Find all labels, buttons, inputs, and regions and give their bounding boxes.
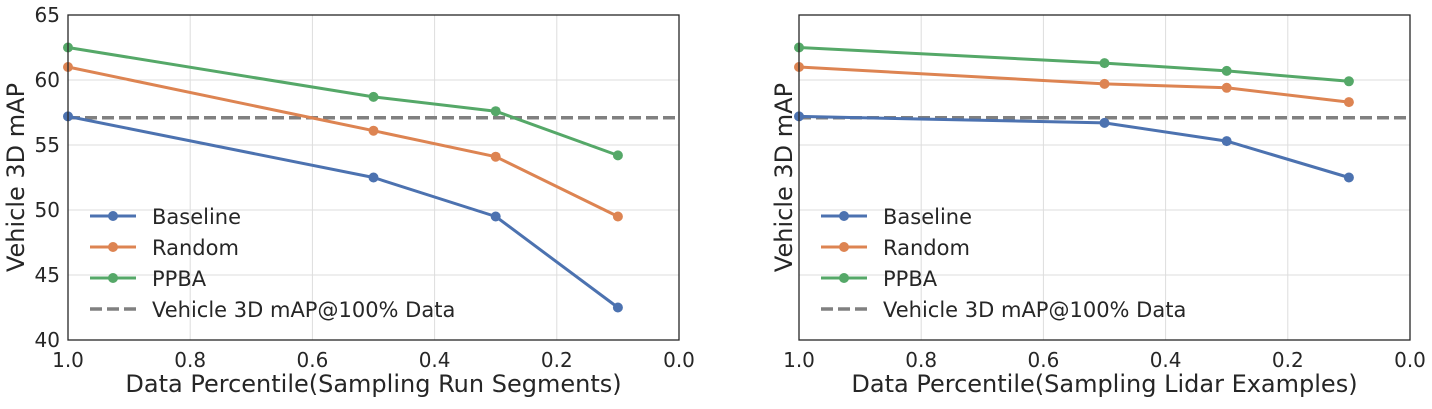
right-x-tick-label: 1.0 — [783, 348, 815, 372]
right-point-baseline — [1343, 172, 1354, 183]
left-point-ppba — [368, 91, 379, 102]
left-y-tick-label: 40 — [35, 328, 60, 352]
right-legend-marker-baseline — [839, 211, 849, 221]
left-point-random — [490, 151, 501, 162]
left-x-tick-label: 0.8 — [174, 348, 206, 372]
left-point-baseline — [612, 302, 623, 313]
right-point-random — [1343, 97, 1354, 108]
right-series-line-ppba — [798, 46, 1350, 83]
right-x-tick-label: 0.6 — [1027, 348, 1059, 372]
left-y-tick-label: 65 — [35, 3, 60, 27]
right-legend-label: Random — [883, 236, 970, 260]
right-x-tick-label: 0.8 — [905, 348, 937, 372]
left-x-tick-label: 1.0 — [52, 348, 84, 372]
left-x-tick-label: 0.2 — [541, 348, 573, 372]
right-x-axis-label: Data Percentile(Sampling Lidar Examples) — [851, 370, 1357, 398]
right-point-random — [1099, 78, 1110, 89]
left-y-tick-label: 55 — [35, 133, 60, 157]
left-y-tick-label: 45 — [35, 263, 60, 287]
left-point-ppba — [612, 150, 623, 161]
left-point-baseline — [368, 172, 379, 183]
right-chart-panel: 1.0 0.8 0.6 0.4 0.2 0.0 Data Percentile(Sampli… — [770, 14, 1426, 398]
right-axes-frame — [798, 14, 1411, 341]
left-legend-label: Baseline — [152, 205, 241, 229]
left-legend: Baseline Random PPBA Vehicle 3D mAP@100% Da… — [90, 205, 455, 322]
right-point-ppba — [1099, 58, 1110, 69]
left-y-tick-label: 50 — [35, 198, 60, 222]
left-y-axis-label: Vehicle 3D mAP — [2, 83, 30, 272]
left-point-random — [612, 211, 623, 222]
right-legend-label: PPBA — [883, 267, 938, 291]
right-legend-marker-random — [839, 242, 849, 252]
left-x-tick-label: 0.4 — [419, 348, 451, 372]
left-y-tick-label: 60 — [35, 68, 60, 92]
right-legend-marker-ppba — [839, 273, 849, 283]
left-series-line-random — [67, 65, 619, 218]
right-x-tick-label: 0.0 — [1394, 348, 1426, 372]
left-x-tick-label: 0.6 — [296, 348, 328, 372]
left-series-line-ppba — [67, 46, 619, 157]
right-series-line-baseline — [798, 114, 1350, 179]
left-legend-label: Vehicle 3D mAP@100% Data — [152, 298, 455, 322]
left-legend-marker-ppba — [108, 273, 118, 283]
right-point-ppba — [1343, 76, 1354, 87]
left-legend-label: PPBA — [152, 267, 207, 291]
left-legend-marker-random — [108, 242, 118, 252]
left-series-line-baseline — [67, 114, 619, 309]
left-chart-panel: 1.0 0.8 0.6 0.4 0.2 0.0 40 45 50 55 60 65 Data Perce… — [2, 3, 695, 398]
right-series-line-random — [798, 65, 1350, 104]
left-x-tick-label: 0.0 — [663, 348, 695, 372]
right-x-tick-label: 0.4 — [1150, 348, 1182, 372]
right-point-baseline — [1221, 136, 1232, 147]
left-axes-frame — [67, 14, 680, 341]
left-x-axis-label: Data Percentile(Sampling Run Segments) — [125, 370, 621, 398]
left-point-random — [368, 125, 379, 136]
left-legend-label: Random — [152, 236, 239, 260]
right-legend: Baseline Random PPBA Vehicle 3D mAP@100% Da… — [821, 205, 1186, 322]
right-point-ppba — [1221, 65, 1232, 76]
left-point-baseline — [490, 211, 501, 222]
right-y-axis-label: Vehicle 3D mAP — [770, 83, 798, 272]
right-point-baseline — [1099, 117, 1110, 128]
right-point-random — [1221, 82, 1232, 93]
left-point-ppba — [490, 106, 501, 117]
right-x-tick-label: 0.2 — [1272, 348, 1304, 372]
right-legend-label: Baseline — [883, 205, 972, 229]
left-legend-marker-baseline — [108, 211, 118, 221]
right-legend-label: Vehicle 3D mAP@100% Data — [883, 298, 1186, 322]
